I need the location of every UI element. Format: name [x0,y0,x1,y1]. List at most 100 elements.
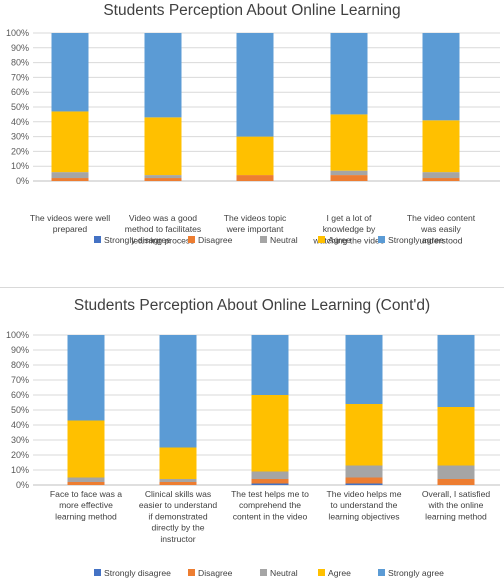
y-tick-label: 20% [11,146,29,156]
category-label-line: learning method [425,511,487,521]
bar-segment [422,178,460,181]
category-label: The test helps me to comprehend the conten… [231,489,309,521]
bar-segment [144,178,182,181]
bar-segment [330,114,368,171]
category-label-line: watching the video [312,235,384,245]
category-label-line: understood [419,235,462,245]
bar-segment [159,482,197,485]
category-label: Face to face was a more effective learning… [50,489,122,521]
category-label-line: if demonstrated [148,511,207,521]
bar-segment [251,395,289,472]
legend-label: Strongly disagree [104,568,171,578]
y-tick-label: 40% [11,420,29,430]
chart-2: Students Perception About Online Learnin… [6,297,500,578]
y-tick-label: 50% [11,405,29,415]
y-tick-label: 80% [11,58,29,68]
y-tick-label: 80% [11,360,29,370]
legend-label: Neutral [270,568,298,578]
category-label-line: comprehend the [239,500,301,510]
bar-segment [67,477,105,482]
category-label-line: easier to understand [139,500,218,510]
bar-segment [51,178,89,181]
bar-segment [51,33,89,112]
category-label: I get a lot of knowledge by watching the v… [312,213,384,245]
category-label-line: more effective [59,500,113,510]
bar-segment [159,447,197,479]
category-label-line: directly by the [151,523,204,533]
category-label: The videos were well prepared [30,213,110,234]
legend-label: Agree [328,235,351,245]
bar-segment [51,172,89,179]
legend-swatch [318,236,325,243]
bar-segment [51,111,89,173]
bar-segment [437,335,475,407]
category-label-line: The videos topic [224,213,287,223]
legend-swatch [318,569,325,576]
y-tick-label: 10% [11,465,29,475]
category-label-line: content in the video [233,511,308,521]
y-tick-label: 50% [11,102,29,112]
bar-segment [144,117,182,176]
legend-swatch [378,236,385,243]
y-tick-label: 60% [11,87,29,97]
bar-segment [330,170,368,176]
bar-segment [159,335,197,448]
y-tick-label: 90% [11,345,29,355]
category-label: The video helps me to understand the learn… [327,489,402,521]
bar-segment [144,175,182,179]
category-label-line: The videos were well [30,213,110,223]
y-tick-label: 10% [11,161,29,171]
category-label-line: method to facilitates [125,224,201,234]
category-label-line: Video was a good [129,213,197,223]
legend-swatch [260,236,267,243]
category-label: Overall, I satisfied with the online learn… [422,489,491,521]
legend-label: Strongly agree [388,568,444,578]
bar-segment [67,420,105,478]
bar-segment [67,335,105,421]
legend-label: Strongly disagree [104,235,171,245]
bar-segment [437,465,475,479]
bar-segment [422,172,460,179]
bar-segment [345,465,383,478]
y-tick-label: 70% [11,375,29,385]
legend-swatch [378,569,385,576]
bar-segment [236,175,274,181]
bar-segment [251,471,289,479]
y-tick-label: 70% [11,72,29,82]
category-label-line: The video helps me [327,489,402,499]
chart-1: Students Perception About Online Learnin… [6,2,500,245]
legend-swatch [260,569,267,576]
y-tick-label: 0% [16,480,29,490]
category-label-line: Face to face was a [50,489,122,499]
category-label-line: to understand the [331,500,398,510]
y-tick-label: 0% [16,176,29,186]
category-label-line: Clinical skills was [145,489,211,499]
bar-segment [159,479,197,482]
category-label: Video was a good method to facilitates lea… [125,213,201,245]
bar-segment [144,33,182,118]
y-tick-label: 60% [11,390,29,400]
legend-swatch [188,236,195,243]
bar-segment [251,335,289,395]
y-tick-label: 100% [6,28,29,38]
category-label-line: The test helps me to [231,489,309,499]
category-label-line: Overall, I satisfied [422,489,491,499]
bar-segment [251,483,289,485]
legend-label: Agree [328,568,351,578]
legend-label: Disagree [198,568,233,578]
bar-segment [330,33,368,115]
y-tick-label: 30% [11,435,29,445]
legend-swatch [94,569,101,576]
y-tick-label: 30% [11,132,29,142]
legend-label: Strongly agree [388,235,444,245]
legend-swatch [94,236,101,243]
bar-segment [422,120,460,173]
y-tick-label: 90% [11,43,29,53]
category-label: Clinical skills was easier to understand i… [139,489,218,544]
category-label-line: with the online [428,500,484,510]
category-label-line: The video content [407,213,476,223]
bar-segment [236,136,274,176]
bar-segment [422,33,460,121]
category-label: The video content was easily understood [407,213,476,245]
